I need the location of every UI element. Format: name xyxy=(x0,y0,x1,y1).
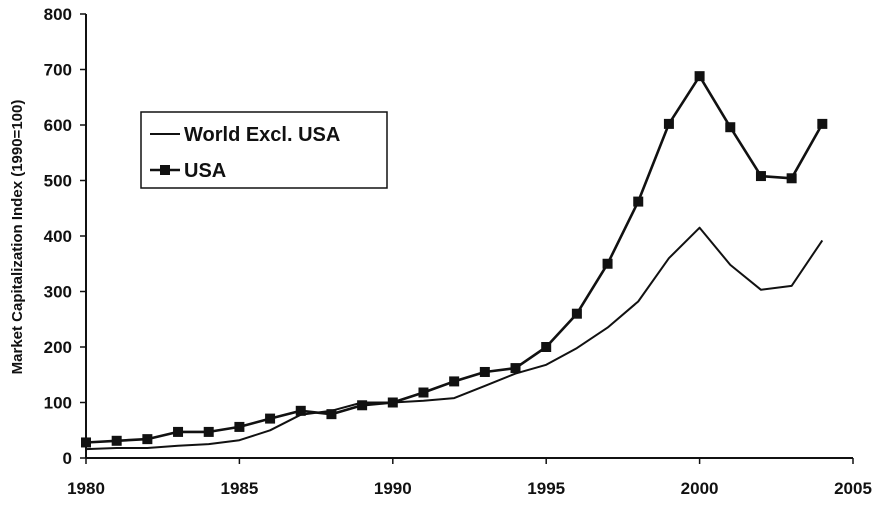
y-tick-label: 100 xyxy=(44,394,72,413)
data-point-usa xyxy=(142,434,153,445)
data-point-usa xyxy=(387,397,398,408)
y-tick-label: 400 xyxy=(44,227,72,246)
data-point-usa xyxy=(81,437,91,448)
series-world-excl-usa xyxy=(85,226,824,451)
x-axis-ticks: 1980 1985 1990 1995 2000 2005 xyxy=(67,458,872,498)
x-tick-label: 1990 xyxy=(374,479,412,498)
data-point-usa xyxy=(295,405,306,416)
data-point-usa xyxy=(510,363,521,374)
data-point-usa xyxy=(663,118,674,129)
y-tick-label: 300 xyxy=(44,283,72,302)
y-tick-label: 800 xyxy=(44,5,72,24)
data-point-usa xyxy=(418,387,429,398)
series-usa xyxy=(81,71,828,448)
data-point-usa xyxy=(602,258,613,269)
y-axis-ticks: 0 100 200 300 400 500 600 700 800 xyxy=(44,5,86,468)
data-point-usa xyxy=(571,308,582,319)
y-tick-label: 500 xyxy=(44,172,72,191)
data-point-usa xyxy=(725,122,736,133)
series-layer xyxy=(81,71,828,451)
data-point-usa xyxy=(786,173,797,184)
data-point-usa xyxy=(449,376,460,387)
data-point-usa xyxy=(173,426,184,437)
y-tick-label: 200 xyxy=(44,338,72,357)
data-point-usa xyxy=(203,426,214,437)
data-point-usa xyxy=(326,409,337,420)
y-tick-label: 600 xyxy=(44,116,72,135)
legend-label-world-excl-usa: World Excl. USA xyxy=(184,124,340,146)
data-point-usa xyxy=(633,196,644,207)
x-tick-label: 2000 xyxy=(681,479,719,498)
x-tick-label: 1985 xyxy=(220,479,258,498)
data-point-usa xyxy=(479,366,490,377)
data-point-usa xyxy=(694,71,705,82)
y-axis-label: Market Capitalization Index (1990=100) xyxy=(9,100,26,375)
legend-label-usa: USA xyxy=(184,160,226,182)
data-point-usa xyxy=(541,342,552,352)
legend-box xyxy=(140,111,388,189)
x-tick-label: 1995 xyxy=(527,479,565,498)
data-point-usa xyxy=(265,413,276,424)
x-tick-label: 1980 xyxy=(67,479,105,498)
y-tick-label: 700 xyxy=(44,61,72,80)
data-point-usa xyxy=(234,421,245,432)
data-point-usa xyxy=(357,400,368,411)
legend-marker-usa xyxy=(160,165,170,175)
series-line-world-excl-usa xyxy=(85,226,824,451)
x-tick-label: 2005 xyxy=(834,479,872,498)
data-point-usa xyxy=(111,435,122,446)
legend: World Excl. USA USA xyxy=(140,111,388,189)
data-point-usa xyxy=(755,171,766,182)
y-tick-label: 0 xyxy=(63,449,72,468)
data-point-usa xyxy=(817,118,828,129)
